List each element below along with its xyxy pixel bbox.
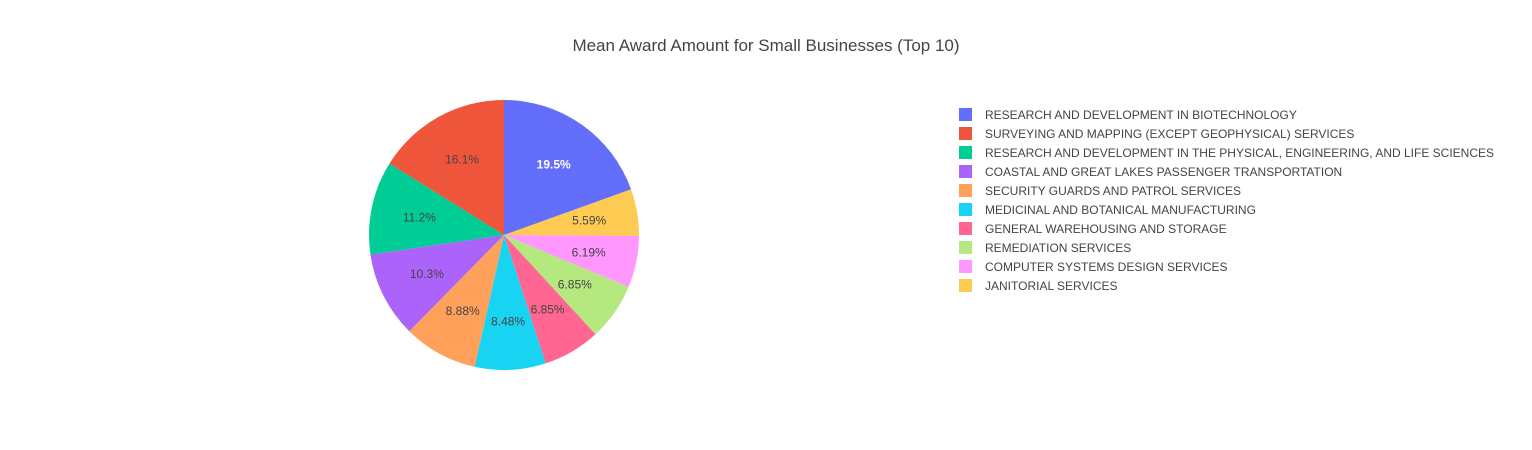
legend-item[interactable]: RESEARCH AND DEVELOPMENT IN THE PHYSICAL… (959, 146, 1494, 160)
pie-slice-coastal-and-great-lakes-passenger-transportation[interactable] (370, 235, 504, 332)
pie-slice-label: 6.19% (572, 245, 606, 259)
legend-label: COMPUTER SYSTEMS DESIGN SERVICES (985, 260, 1228, 274)
pie-slice-research-and-development-in-the-physical-engineering-and-life-sciences[interactable] (369, 163, 504, 255)
legend-swatch (959, 108, 972, 121)
pie-slice-janitorial-services[interactable] (504, 189, 640, 236)
legend-label: JANITORIAL SERVICES (985, 279, 1118, 293)
legend-item[interactable]: JANITORIAL SERVICES (959, 279, 1118, 293)
legend-label: REMEDIATION SERVICES (985, 241, 1131, 255)
pie-slice-label: 19.5% (537, 157, 571, 171)
pie-slice-surveying-and-mapping-except-geophysical-services[interactable] (389, 100, 504, 235)
legend-label: GENERAL WAREHOUSING AND STORAGE (985, 222, 1227, 236)
legend-label: RESEARCH AND DEVELOPMENT IN THE PHYSICAL… (985, 146, 1494, 160)
legend-swatch (959, 127, 972, 140)
pie-slice-label: 6.85% (558, 278, 592, 292)
pie-slice-label: 8.88% (446, 304, 480, 318)
pie-slice-remediation-services[interactable] (504, 235, 629, 335)
legend-swatch (959, 165, 972, 178)
pie-slice-label: 16.1% (445, 152, 479, 166)
legend-swatch (959, 222, 972, 235)
chart-title: Mean Award Amount for Small Businesses (… (572, 36, 959, 55)
legend-label: RESEARCH AND DEVELOPMENT IN BIOTECHNOLOG… (985, 108, 1297, 122)
legend-label: MEDICINAL AND BOTANICAL MANUFACTURING (985, 203, 1256, 217)
pie-slice-label: 5.59% (572, 214, 606, 228)
legend-item[interactable]: SURVEYING AND MAPPING (EXCEPT GEOPHYSICA… (959, 127, 1354, 141)
legend-swatch (959, 146, 972, 159)
legend-item[interactable]: SECURITY GUARDS AND PATROL SERVICES (959, 184, 1241, 198)
legend-label: SECURITY GUARDS AND PATROL SERVICES (985, 184, 1241, 198)
legend-label: COASTAL AND GREAT LAKES PASSENGER TRANSP… (985, 165, 1342, 179)
legend-item[interactable]: COASTAL AND GREAT LAKES PASSENGER TRANSP… (959, 165, 1342, 179)
pie-slices (369, 100, 640, 370)
legend-item[interactable]: REMEDIATION SERVICES (959, 241, 1131, 255)
pie-slice-label: 11.2% (403, 210, 436, 224)
pie-slice-label: 6.85% (531, 303, 565, 317)
pie-slice-label: 10.3% (410, 267, 444, 281)
legend-swatch (959, 279, 972, 292)
legend-item[interactable]: RESEARCH AND DEVELOPMENT IN BIOTECHNOLOG… (959, 108, 1297, 122)
pie-slice-security-guards-and-patrol-services[interactable] (409, 235, 504, 367)
pie-slice-research-and-development-in-biotechnology[interactable] (504, 100, 632, 235)
legend-swatch (959, 184, 972, 197)
legend-item[interactable]: GENERAL WAREHOUSING AND STORAGE (959, 222, 1227, 236)
legend-label: SURVEYING AND MAPPING (EXCEPT GEOPHYSICA… (985, 127, 1354, 141)
pie-slice-label: 8.48% (491, 314, 525, 328)
legend-swatch (959, 241, 972, 254)
legend-swatch (959, 260, 972, 273)
legend-item[interactable]: COMPUTER SYSTEMS DESIGN SERVICES (959, 260, 1228, 274)
legend-item[interactable]: MEDICINAL AND BOTANICAL MANUFACTURING (959, 203, 1256, 217)
legend-swatch (959, 203, 972, 216)
pie-slice-general-warehousing-and-storage[interactable] (504, 235, 596, 364)
pie-slice-computer-systems-design-services[interactable] (504, 235, 639, 288)
pie-slice-medicinal-and-botanical-manufacturing[interactable] (474, 235, 546, 370)
legend: RESEARCH AND DEVELOPMENT IN BIOTECHNOLOG… (959, 108, 1494, 293)
pie-slice-labels: 19.5% 5.59% 6.19% 6.85% 6.85% 8.48% 8.88% 10.3%… (403, 152, 607, 328)
